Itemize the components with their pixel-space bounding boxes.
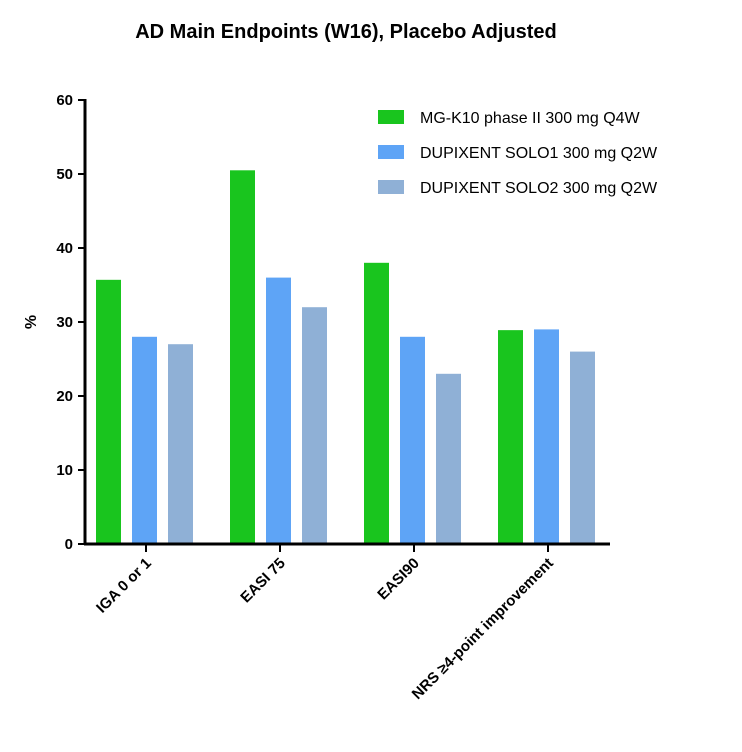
bar-series-3-1	[302, 307, 327, 544]
y-tick-label: 20	[56, 388, 73, 405]
chart-title: AD Main Endpoints (W16), Placebo Adjuste…	[135, 21, 557, 43]
bar-series-3-3	[570, 351, 595, 544]
bar-series-1-3	[498, 330, 523, 544]
bar-series-3-0	[168, 344, 193, 544]
y-tick-label: 60	[56, 92, 73, 109]
x-tick-label: NRS ≥4-point improvement	[409, 555, 557, 703]
y-tick-label: 10	[56, 462, 73, 479]
legend: MG-K10 phase II 300 mg Q4W DUPIXENT SOLO1…	[378, 110, 658, 197]
bar-series-2-1	[266, 277, 291, 544]
legend-label-1: MG-K10 phase II 300 mg Q4W	[420, 110, 641, 127]
x-tick-label: IGA 0 or 1	[93, 555, 155, 617]
y-tick-label: 0	[65, 536, 73, 553]
bar-series-2-3	[534, 329, 559, 544]
bar-series-3-2	[436, 373, 461, 544]
bar-series-1-0	[96, 279, 121, 544]
bar-series-2-2	[400, 336, 425, 544]
y-tick-label: 40	[56, 240, 73, 257]
legend-swatch-3	[378, 180, 404, 194]
y-tick-label: 30	[56, 314, 73, 331]
x-tick-label: EASI90	[374, 555, 423, 604]
legend-swatch-1	[378, 110, 404, 124]
legend-swatch-2	[378, 145, 404, 159]
bar-series-1-1	[230, 170, 255, 545]
y-tick-label: 50	[56, 166, 73, 183]
bar-series-2-0	[132, 336, 157, 544]
bar-series-1-2	[364, 262, 389, 544]
x-tick-label: EASI 75	[237, 555, 289, 607]
y-axis-label: %	[23, 315, 40, 329]
legend-label-2: DUPIXENT SOLO1 300 mg Q2W	[420, 145, 658, 162]
legend-label-3: DUPIXENT SOLO2 300 mg Q2W	[420, 180, 658, 197]
